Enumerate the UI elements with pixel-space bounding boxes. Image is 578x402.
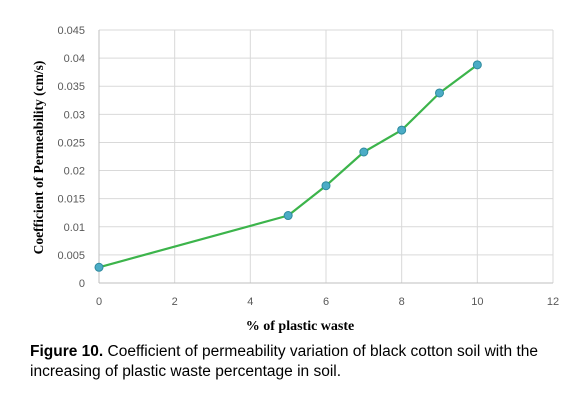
y-tick-label: 0.035: [57, 81, 85, 93]
line-chart: 0 0.005 0.01 0.015 0.02 0.025 0.03 0.035 0.04 0.0…: [31, 25, 559, 334]
data-point: [435, 88, 444, 98]
x-axis-title: % of plastic waste: [246, 319, 355, 334]
x-tick-label: 4: [247, 296, 253, 308]
y-tick-label: 0.03: [64, 109, 85, 121]
y-tick-label: 0.015: [57, 194, 85, 206]
data-point: [283, 211, 293, 221]
grid-lines: [99, 29, 554, 283]
x-tick-label: 10: [471, 296, 483, 308]
data-point: [94, 262, 104, 272]
y-tick-label: 0: [79, 278, 85, 290]
y-tick-label: 0.01: [64, 222, 85, 234]
axes: [98, 30, 553, 284]
figure-caption: Figure 10. Coefficient of permeability v…: [30, 342, 575, 382]
data-point: [472, 60, 482, 70]
series-layer: [94, 60, 482, 272]
y-axis-title: Coefficient of Permeability (cm/s): [31, 61, 46, 255]
series-line: [97, 63, 479, 269]
x-tick-label: 12: [547, 296, 559, 308]
y-tick-label: 0.02: [64, 166, 85, 178]
x-tick-label: 8: [399, 296, 405, 308]
data-point: [359, 147, 369, 157]
x-tick-label: 6: [323, 296, 329, 308]
y-tick-label: 0.04: [64, 53, 85, 65]
data-point: [397, 125, 407, 135]
y-tick-label: 0.005: [57, 250, 85, 262]
y-tick-label: 0.025: [57, 137, 85, 149]
figure-label: Figure 10.: [30, 343, 104, 360]
x-tick-label: 2: [172, 296, 178, 308]
y-tick-label: 0.045: [57, 25, 85, 37]
data-point: [321, 181, 331, 191]
x-tick-label: 0: [96, 296, 102, 308]
figure-caption-text: Coefficient of permeability variation of…: [30, 343, 539, 380]
tick-labels: 0 0.005 0.01 0.015 0.02 0.025 0.03 0.035 0.04 0.0…: [57, 25, 559, 308]
